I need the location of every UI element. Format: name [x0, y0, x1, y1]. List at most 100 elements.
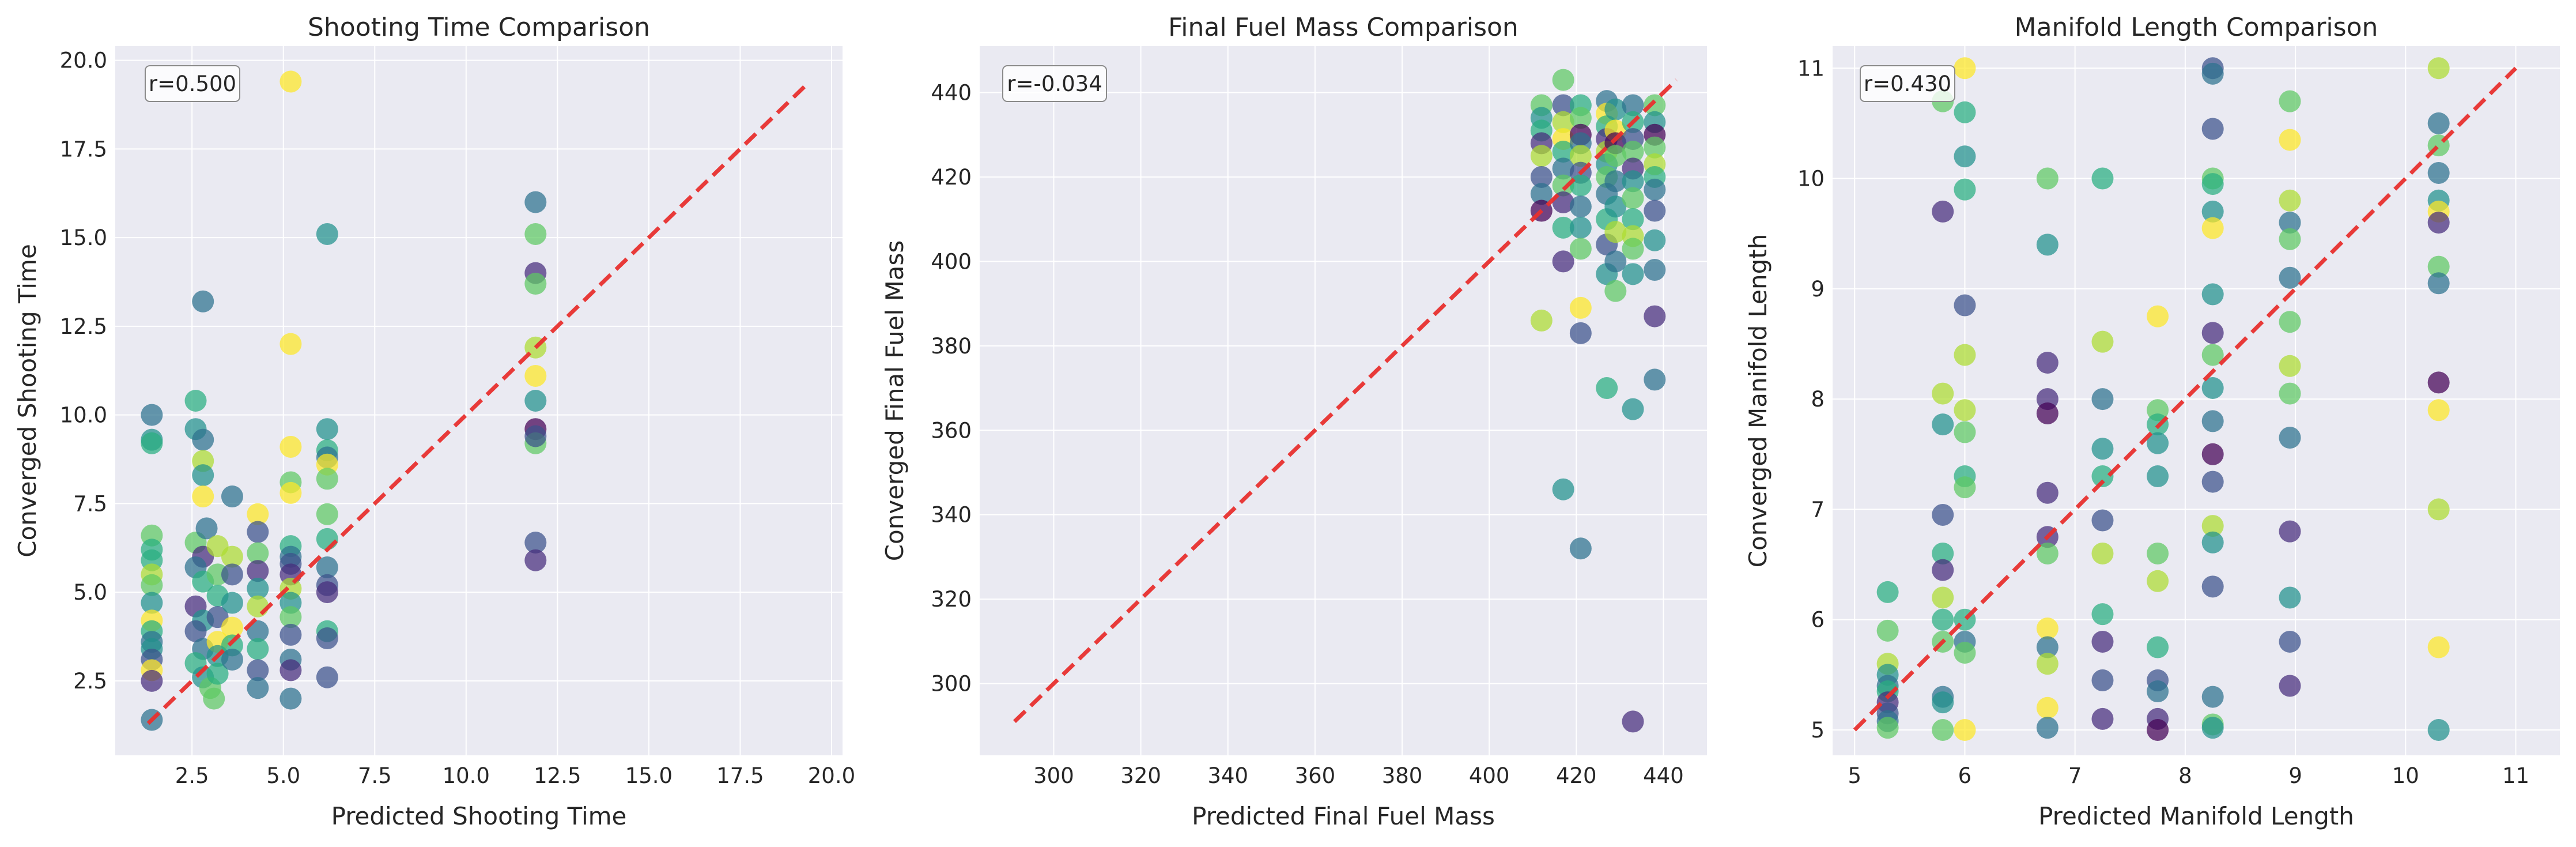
data-point-shooting-time	[279, 659, 302, 682]
y-tick-label: 10	[1797, 167, 1825, 191]
data-point-manifold-length	[2201, 575, 2224, 598]
data-point-manifold-length	[1954, 719, 1976, 741]
points-shooting-time	[141, 70, 547, 731]
data-point-manifold-length	[2427, 255, 2450, 278]
data-point-final-fuel-mass	[1552, 157, 1574, 180]
chart-title-final-fuel-mass: Final Fuel Mass Comparison	[1168, 13, 1519, 42]
data-point-final-fuel-mass	[1644, 94, 1666, 116]
data-point-final-fuel-mass	[1622, 187, 1644, 209]
data-point-final-fuel-mass	[1530, 145, 1553, 167]
data-point-manifold-length	[2147, 636, 2169, 658]
data-point-manifold-length	[2427, 371, 2450, 394]
data-point-manifold-length	[1932, 503, 1954, 526]
data-point-shooting-time	[247, 677, 269, 699]
diagonal-line-final-fuel-mass	[1013, 78, 1678, 723]
data-point-shooting-time	[247, 577, 269, 600]
data-point-shooting-time	[316, 503, 338, 525]
data-point-final-fuel-mass	[1569, 322, 1592, 344]
data-point-final-fuel-mass	[1552, 94, 1574, 116]
data-point-final-fuel-mass	[1552, 69, 1574, 91]
data-point-manifold-length	[2279, 212, 2301, 234]
y-tick-label: 440	[931, 81, 972, 106]
y-tick-label: 5	[1811, 718, 1825, 743]
y-tick-label: 15.0	[60, 225, 107, 250]
data-point-manifold-length	[2279, 675, 2301, 697]
x-tick-label: 10.0	[443, 763, 490, 788]
chart-title-manifold-length: Manifold Length Comparison	[2015, 13, 2378, 42]
data-point-shooting-time	[247, 560, 269, 582]
data-point-manifold-length	[2427, 719, 2450, 741]
x-tick-label: 400	[1469, 763, 1510, 788]
grid-shooting-time	[115, 46, 843, 755]
data-point-final-fuel-mass	[1569, 238, 1592, 260]
data-point-manifold-length	[2147, 465, 2169, 488]
data-point-manifold-length	[2279, 311, 2301, 333]
x-tick-label: 10	[2392, 763, 2419, 788]
data-point-final-fuel-mass	[1569, 296, 1592, 319]
y-tick-label: 6	[1811, 608, 1825, 633]
data-point-manifold-length	[2091, 438, 2114, 460]
data-point-manifold-length	[2427, 112, 2450, 134]
y-tick-label: 9	[1811, 277, 1825, 302]
data-point-manifold-length	[2091, 542, 2114, 564]
data-point-shooting-time	[247, 595, 269, 618]
data-point-manifold-length	[2091, 330, 2114, 353]
data-point-manifold-length	[2201, 443, 2224, 465]
data-point-shooting-time	[192, 485, 214, 508]
y-tick-label: 300	[931, 672, 972, 697]
data-point-shooting-time	[247, 620, 269, 642]
chart-manifold-length: 5 6 7 8 9 10 11 5 6 7 8 9 10 11 Manifold Length Compa…	[1744, 13, 2560, 830]
data-point-shooting-time	[279, 623, 302, 646]
data-point-manifold-length	[1876, 619, 1899, 642]
data-point-manifold-length	[2427, 498, 2450, 521]
data-point-manifold-length	[2036, 618, 2058, 640]
data-point-manifold-length	[2427, 399, 2450, 421]
y-tick-label: 320	[931, 587, 972, 612]
data-point-shooting-time	[247, 521, 269, 543]
data-point-final-fuel-mass	[1604, 145, 1627, 167]
data-point-final-fuel-mass	[1552, 216, 1574, 239]
data-point-shooting-time	[316, 581, 338, 604]
data-point-final-fuel-mass	[1552, 141, 1574, 163]
data-point-shooting-time	[279, 481, 302, 504]
data-point-manifold-length	[2201, 377, 2224, 400]
x-tick-label: 15.0	[625, 763, 673, 788]
data-point-manifold-length	[1932, 719, 1954, 741]
y-tick-label: 8	[1811, 387, 1825, 412]
data-point-manifold-length	[2036, 697, 2058, 719]
data-point-manifold-length	[2201, 686, 2224, 708]
data-point-manifold-length	[1932, 559, 1954, 581]
data-point-shooting-time	[141, 574, 163, 596]
data-point-manifold-length	[2201, 173, 2224, 195]
data-point-final-fuel-mass	[1622, 238, 1644, 260]
data-point-shooting-time	[524, 273, 547, 295]
data-point-shooting-time	[221, 563, 243, 586]
data-point-shooting-time	[247, 542, 269, 564]
data-point-manifold-length	[2201, 283, 2224, 306]
data-point-manifold-length	[1954, 642, 1976, 664]
data-point-manifold-length	[2201, 62, 2224, 85]
data-point-manifold-length	[2201, 515, 2224, 537]
correlation-box-manifold-length: r=0.430	[1860, 65, 1955, 102]
data-point-manifold-length	[1954, 344, 1976, 366]
data-point-manifold-length	[2279, 266, 2301, 289]
points-final-fuel-mass	[1530, 69, 1666, 733]
x-tick-label: 380	[1382, 763, 1423, 788]
data-point-manifold-length	[2036, 352, 2058, 374]
data-point-shooting-time	[316, 528, 338, 550]
data-point-manifold-length	[2279, 586, 2301, 609]
data-point-manifold-length	[2036, 542, 2058, 564]
ticks-final-fuel-mass: 300 320 340 360 380 400 420 440 300 320 340 360 380 4…	[931, 81, 1683, 788]
data-point-shooting-time	[316, 627, 338, 650]
data-point-shooting-time	[141, 669, 163, 692]
x-tick-label: 20.0	[808, 763, 855, 788]
data-point-manifold-length	[2036, 653, 2058, 675]
y-tick-label: 20.0	[60, 48, 107, 73]
data-point-final-fuel-mass	[1644, 229, 1666, 251]
data-point-shooting-time	[184, 620, 207, 642]
data-point-manifold-length	[2427, 161, 2450, 184]
data-point-manifold-length	[2279, 382, 2301, 405]
y-axis-label-manifold-length: Converged Manifold Length	[1744, 234, 1772, 568]
y-tick-label: 11	[1797, 56, 1825, 81]
correlation-text-final-fuel-mass: r=-0.034	[1007, 71, 1102, 96]
